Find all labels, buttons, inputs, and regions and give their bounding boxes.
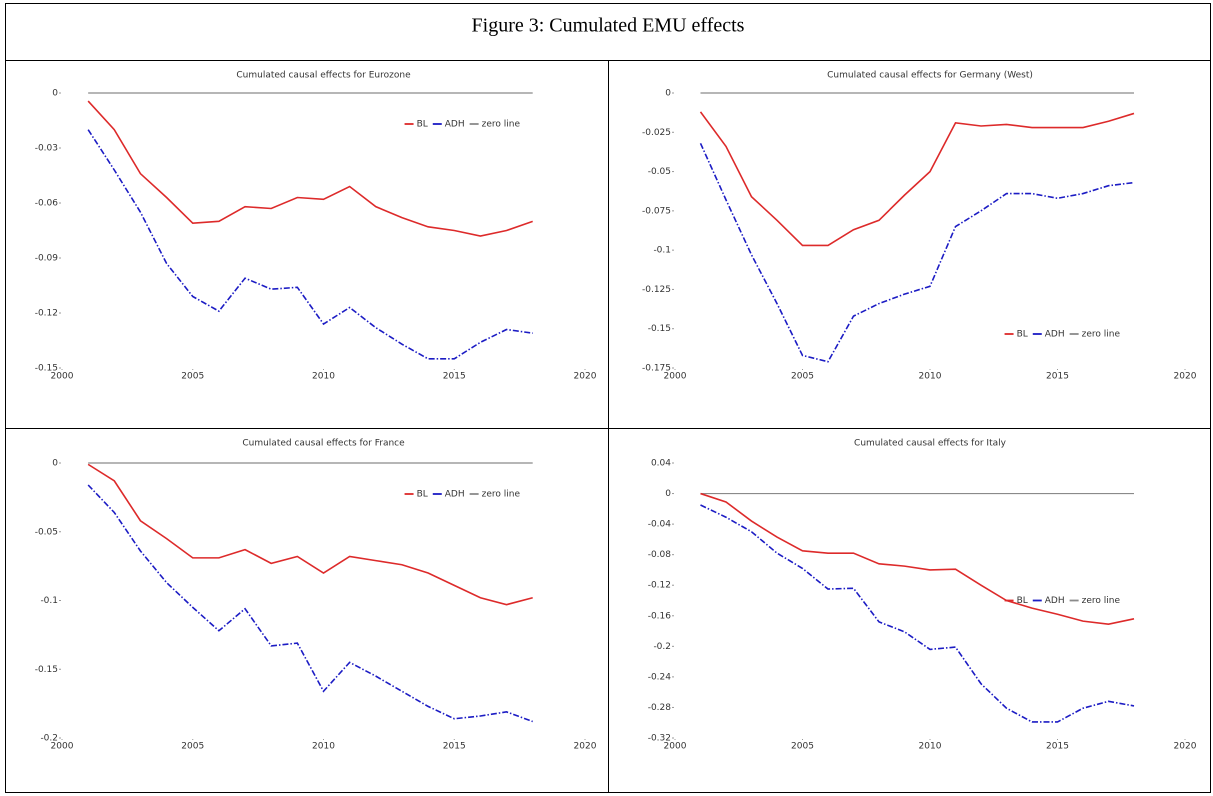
series-line [699, 142, 1135, 363]
y-tick-label: -0.12 [648, 581, 671, 591]
y-tick-label: -0.1 [40, 596, 58, 606]
x-tick-label: 2015 [443, 372, 466, 382]
x-tick-label: 2015 [443, 742, 466, 752]
y-tick-label: 0 [52, 89, 58, 99]
legend-label: zero line [482, 120, 521, 130]
x-tick-label: 2020 [1174, 742, 1197, 752]
y-tick-label: -0.16 [648, 611, 672, 621]
chart-title: Cumulated causal effects for France [242, 439, 405, 449]
x-tick-label: 2000 [664, 372, 687, 382]
y-tick-label: -0.15 [35, 665, 58, 675]
legend-label: ADH [445, 120, 465, 130]
y-tick-label: 0 [665, 489, 671, 499]
x-tick-label: 2020 [574, 742, 597, 752]
legend-label: BL [417, 490, 428, 500]
y-tick-label: -0.06 [35, 199, 59, 209]
y-tick-label: -0.32 [648, 734, 671, 744]
x-tick-label: 2000 [664, 742, 687, 752]
chart-title: Cumulated causal effects for Italy [854, 439, 1007, 449]
series-line [87, 129, 533, 360]
y-tick-label: -0.075 [642, 206, 671, 216]
legend-label: BL [1017, 330, 1028, 340]
legend-label: BL [417, 120, 428, 130]
y-tick-label: 0 [52, 459, 58, 469]
y-tick-label: -0.15 [35, 364, 58, 374]
legend-label: zero line [1082, 330, 1121, 340]
x-tick-label: 2005 [791, 742, 814, 752]
x-tick-label: 2005 [181, 372, 204, 382]
chart-title: Cumulated causal effects for Germany (We… [827, 71, 1033, 81]
y-tick-label: -0.1 [653, 246, 671, 256]
x-tick-label: 2010 [312, 372, 335, 382]
y-tick-label: -0.03 [35, 144, 58, 154]
x-tick-label: 2010 [312, 742, 335, 752]
x-tick-label: 2015 [1046, 742, 1069, 752]
x-tick-label: 2000 [51, 372, 74, 382]
chart-title: Cumulated causal effects for Eurozone [236, 71, 411, 81]
x-tick-label: 2020 [1174, 372, 1197, 382]
figure-title: Figure 3: Cumulated EMU effects [472, 15, 745, 37]
legend-label: zero line [482, 490, 521, 500]
legend-label: ADH [445, 490, 465, 500]
x-tick-label: 2010 [919, 372, 942, 382]
series-line [87, 463, 533, 606]
legend: BL ADH zero line [404, 490, 521, 500]
y-tick-label: -0.08 [648, 550, 672, 560]
legend-label: ADH [1045, 330, 1065, 340]
legend-label: zero line [1082, 596, 1121, 606]
series-line [87, 100, 533, 237]
legend: BL ADH zero line [404, 120, 521, 130]
y-tick-label: -0.125 [642, 285, 671, 295]
y-tick-label: 0.04 [651, 459, 671, 469]
series-line [700, 504, 1135, 723]
legend: BL ADH zero line [1004, 330, 1121, 340]
x-tick-label: 2005 [181, 742, 204, 752]
x-tick-label: 2020 [574, 372, 597, 382]
y-tick-label: -0.2 [653, 642, 671, 652]
y-tick-label: -0.05 [35, 527, 58, 537]
x-tick-label: 2000 [51, 742, 74, 752]
y-tick-label: -0.175 [642, 364, 671, 374]
x-tick-label: 2010 [919, 742, 942, 752]
legend-label: ADH [1045, 596, 1065, 606]
y-tick-label: 0 [665, 89, 671, 99]
y-tick-label: -0.24 [648, 672, 672, 682]
y-tick-label: -0.09 [35, 254, 59, 264]
legend: BL ADH zero line [1004, 596, 1121, 606]
series-line [87, 484, 533, 723]
y-tick-label: -0.04 [648, 520, 672, 530]
y-tick-label: -0.15 [648, 324, 671, 334]
legend-label: BL [1017, 596, 1028, 606]
y-tick-label: -0.12 [35, 309, 58, 319]
x-tick-label: 2005 [791, 372, 814, 382]
y-tick-label: -0.05 [648, 167, 671, 177]
y-tick-label: -0.2 [40, 734, 58, 744]
series-line [700, 492, 1135, 625]
y-tick-label: -0.28 [648, 703, 672, 713]
x-tick-label: 2015 [1046, 372, 1069, 382]
y-tick-label: -0.025 [642, 128, 671, 138]
series-line [699, 111, 1135, 247]
